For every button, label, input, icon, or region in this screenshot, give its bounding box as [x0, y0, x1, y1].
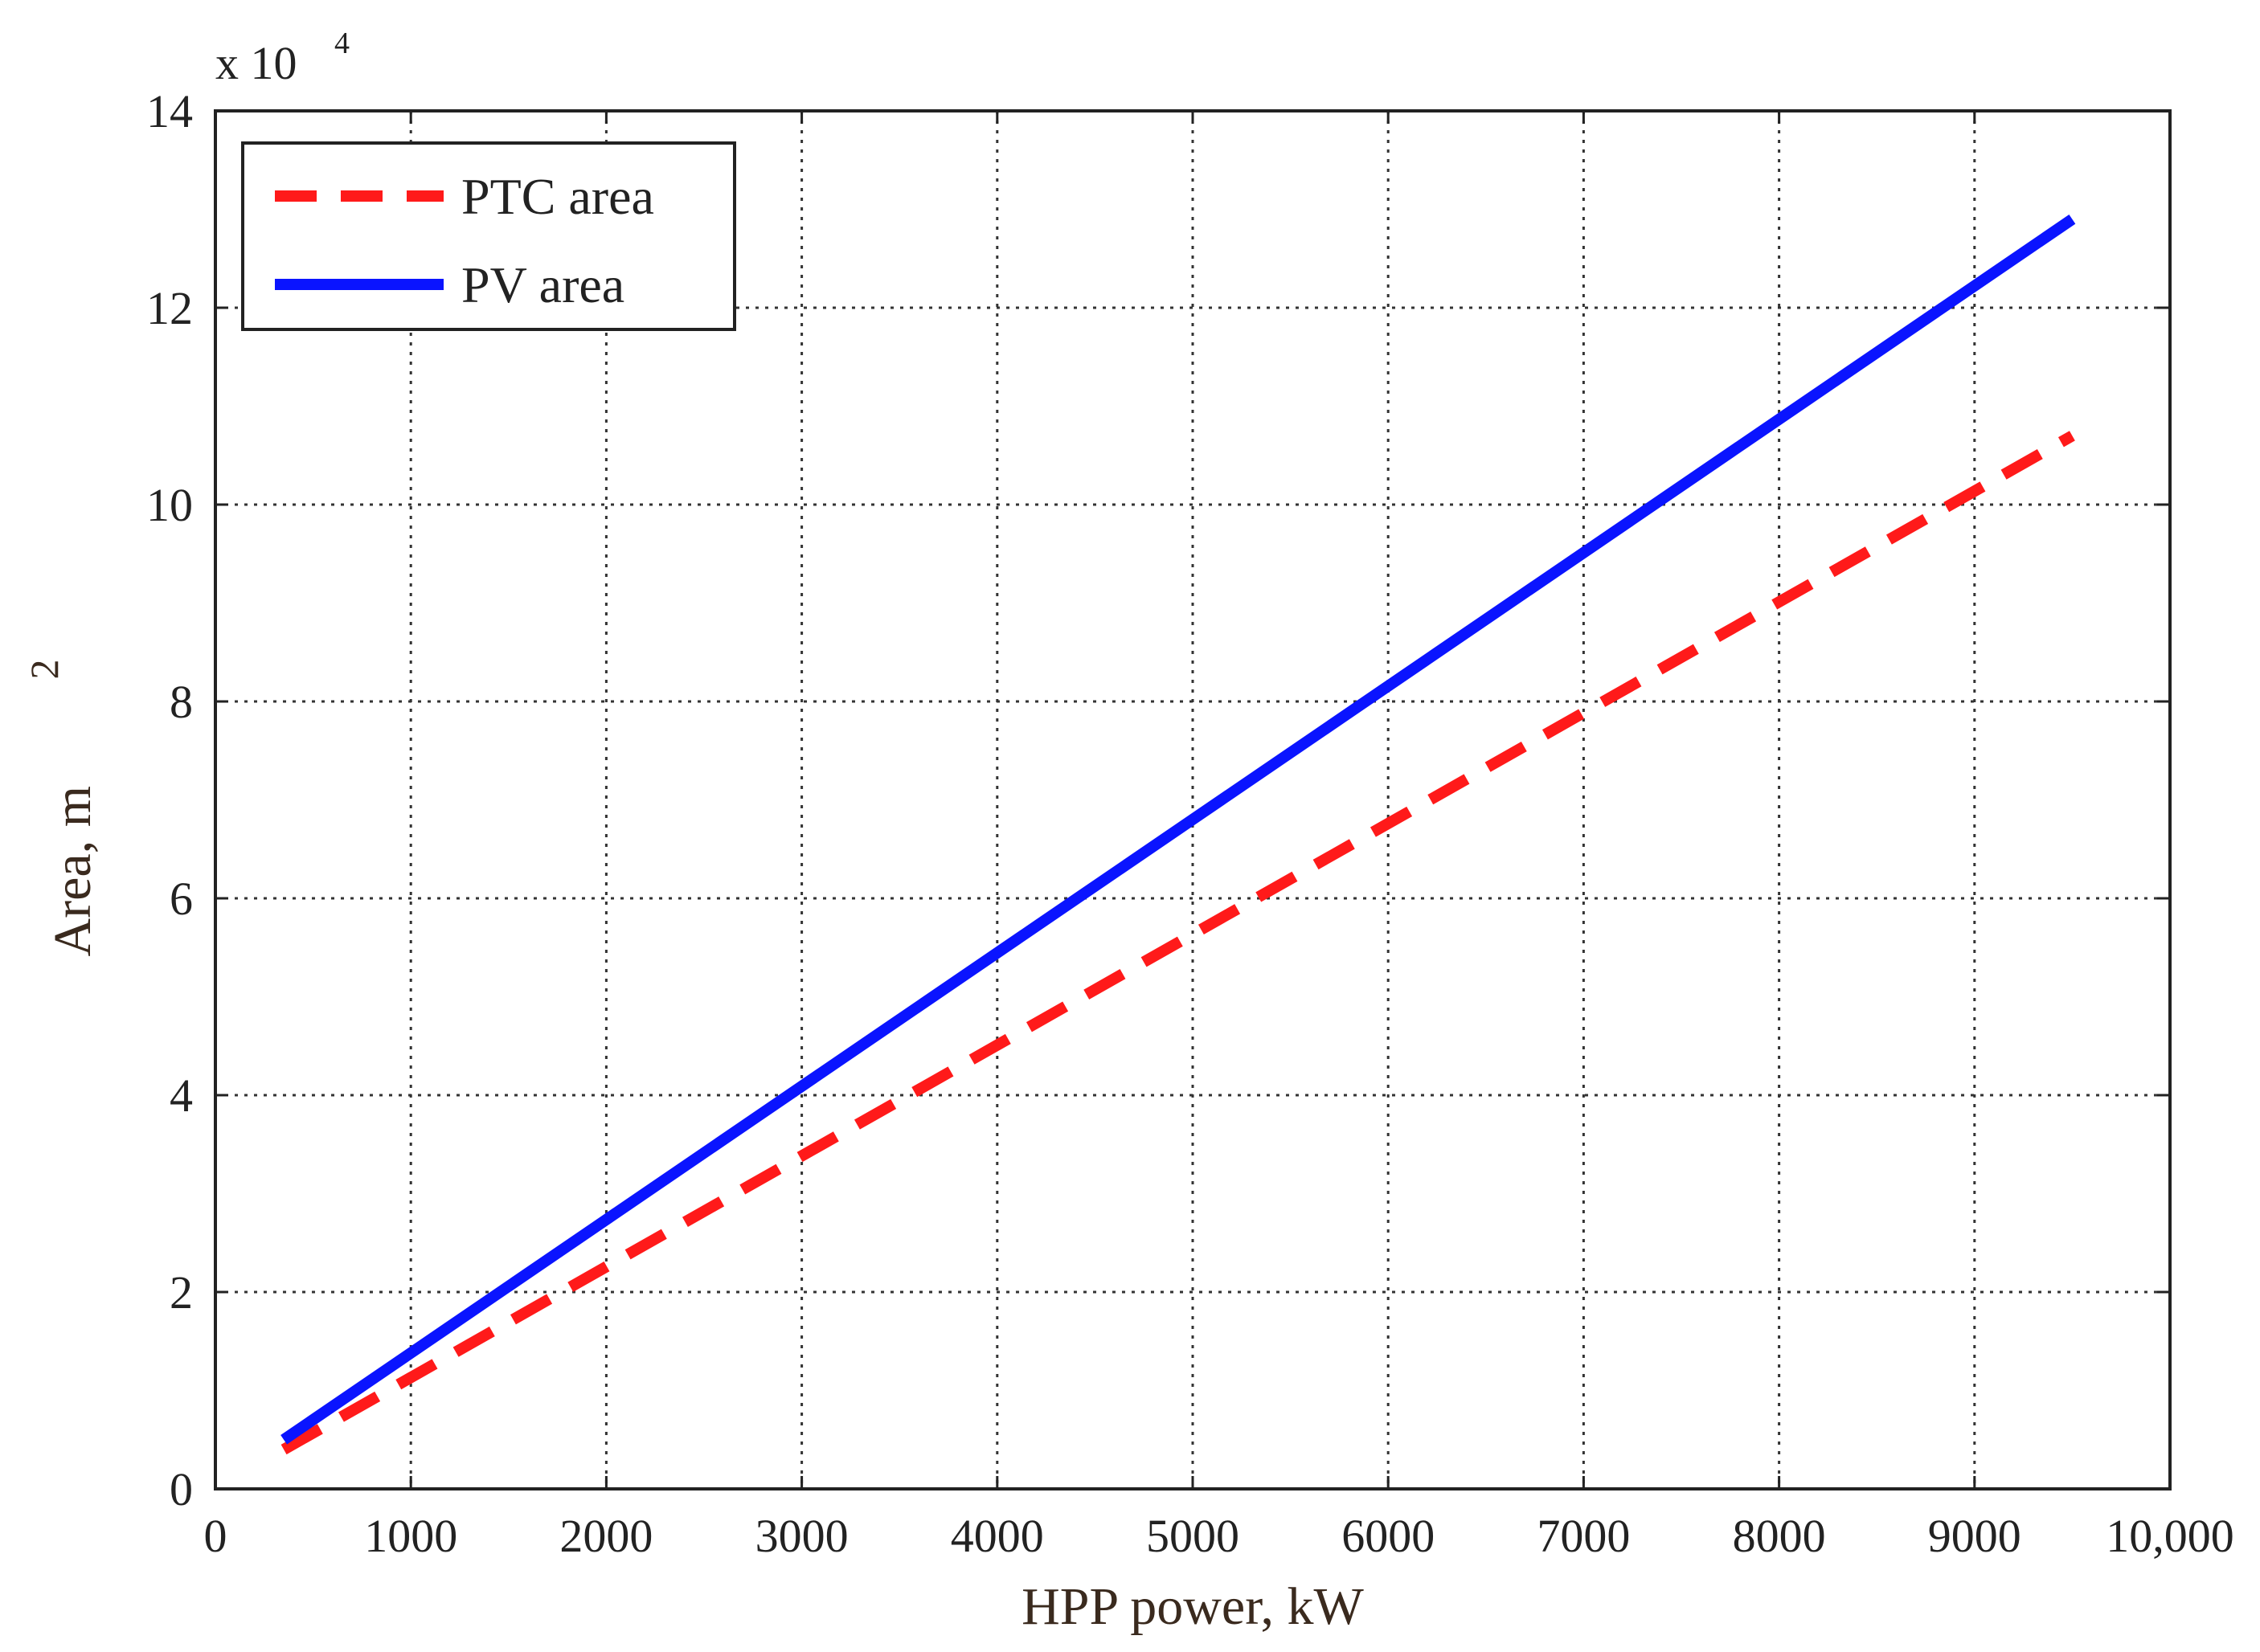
legend-label-pv: PV area [461, 256, 624, 313]
x-tick-label: 3000 [755, 1510, 849, 1562]
y-axis-label-superscript: 2 [22, 660, 67, 680]
y-axis-multiplier-exponent: 4 [334, 27, 350, 60]
y-axis-multiplier: x 10 [215, 37, 297, 89]
y-tick-label: 14 [146, 85, 193, 137]
series-group [280, 215, 2076, 1455]
y-tick-label: 0 [170, 1463, 193, 1515]
y-axis-label-group: Area, m 2 [22, 660, 102, 957]
y-tick-label: 10 [146, 479, 193, 531]
y-tick-label: 12 [146, 282, 193, 334]
x-tick-label: 5000 [1146, 1510, 1239, 1562]
y-axis-label: Area, m [43, 786, 102, 957]
y-tick-label: 8 [170, 676, 193, 728]
series-line-pv-area [280, 215, 2076, 1445]
legend-label-ptc: PTC area [461, 168, 654, 225]
x-tick-label: 2000 [559, 1510, 653, 1562]
legend: PTC area PV area [241, 141, 736, 331]
x-tick-label: 8000 [1733, 1510, 1826, 1562]
x-tick-label: 6000 [1341, 1510, 1435, 1562]
x-tick-label: 10,000 [2106, 1510, 2234, 1562]
y-tick-label: 6 [170, 873, 193, 925]
y-tick-label: 4 [170, 1069, 193, 1122]
x-tick-label: 9000 [1928, 1510, 2021, 1562]
x-tick-label: 4000 [951, 1510, 1044, 1562]
x-tick-label: 0 [204, 1510, 227, 1562]
x-tick-label: 7000 [1537, 1510, 1630, 1562]
axis-ticks: 0 1000 2000 3000 4000 5000 6000 7000 8000 9000 10,… [146, 85, 2234, 1562]
series-line-ptc-area [280, 431, 2075, 1455]
x-axis-label: HPP power, kW [1022, 1577, 1364, 1636]
legend-box [241, 141, 736, 331]
x-tick-label: 1000 [364, 1510, 457, 1562]
y-tick-label: 2 [170, 1266, 193, 1319]
grid [215, 111, 2170, 1489]
